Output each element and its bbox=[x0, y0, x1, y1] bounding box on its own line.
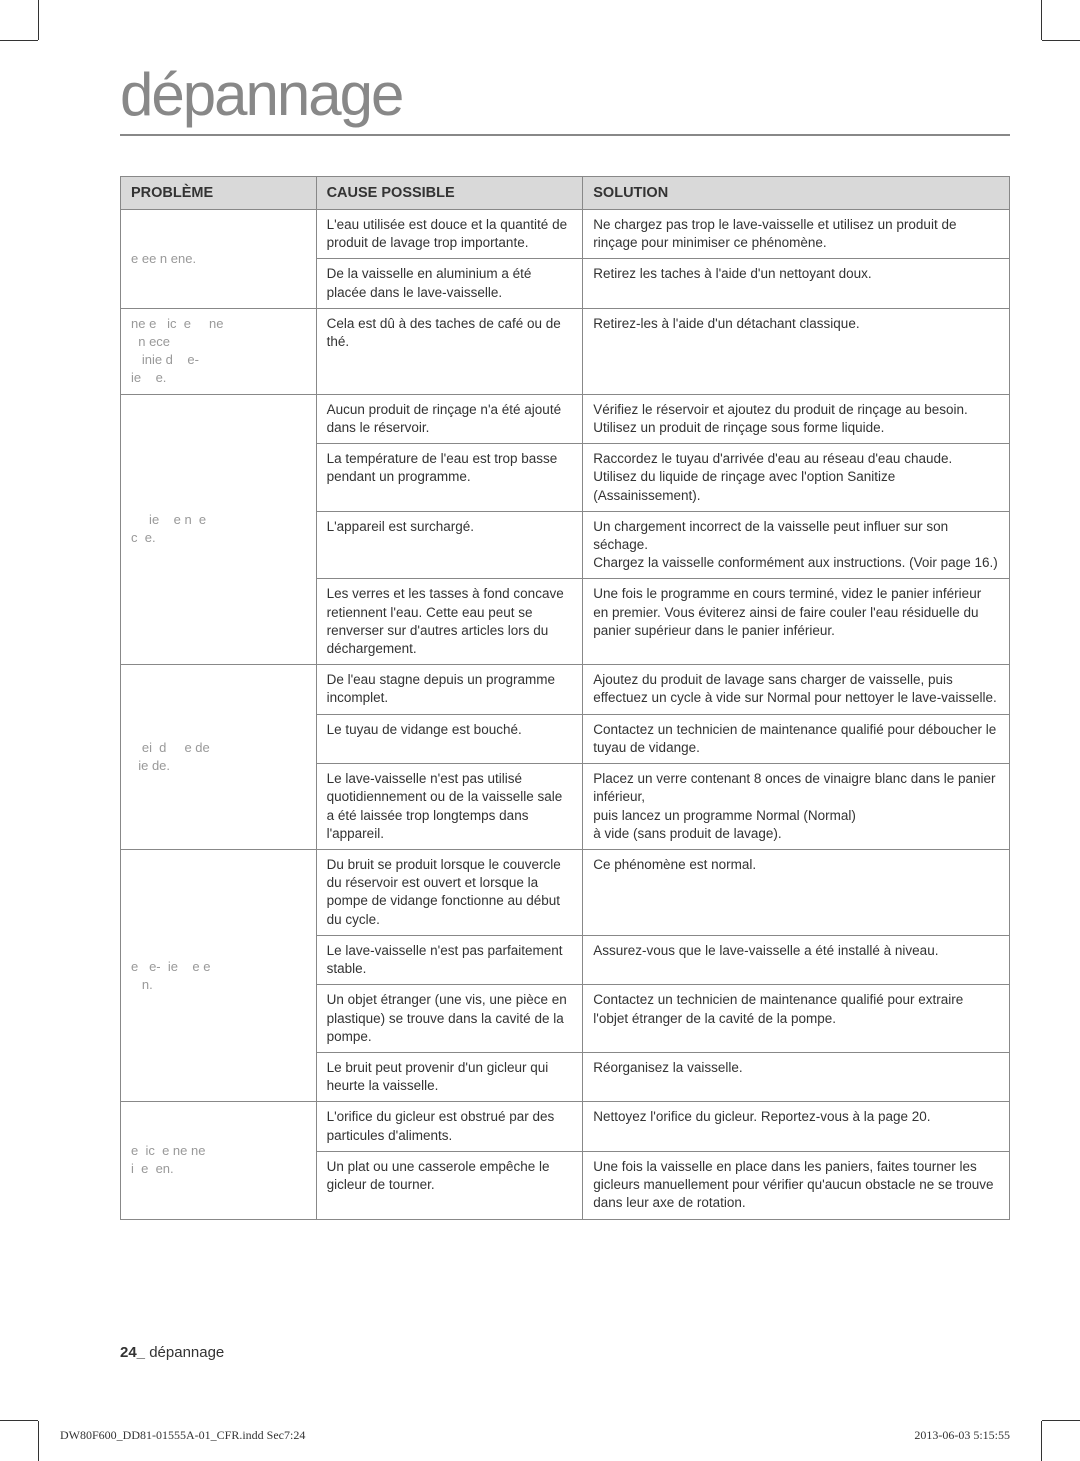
problem-cell: ei d e de ie de. bbox=[121, 665, 317, 850]
cause-cell: L'appareil est surchargé. bbox=[316, 511, 583, 579]
solution-cell: Ne chargez pas trop le lave-vaisselle et… bbox=[583, 210, 1010, 259]
cause-cell: Aucun produit de rinçage n'a été ajouté … bbox=[316, 394, 583, 443]
cause-cell: La température de l'eau est trop basse p… bbox=[316, 444, 583, 512]
table-row: e ic e ne ne i e en.L'orifice du gicleur… bbox=[121, 1102, 1010, 1151]
cause-cell: Cela est dû à des taches de café ou de t… bbox=[316, 308, 583, 394]
cause-cell: L'orifice du gicleur est obstrué par des… bbox=[316, 1102, 583, 1151]
header-cause: CAUSE POSSIBLE bbox=[316, 177, 583, 210]
cause-cell: Les verres et les tasses à fond concave … bbox=[316, 579, 583, 665]
cause-cell: De la vaisselle en aluminium a été placé… bbox=[316, 259, 583, 308]
solution-cell: Retirez les taches à l'aide d'un nettoya… bbox=[583, 259, 1010, 308]
header-probleme: PROBLÈME bbox=[121, 177, 317, 210]
solution-cell: Placez un verre contenant 8 onces de vin… bbox=[583, 764, 1010, 850]
problem-cell: e ic e ne ne i e en. bbox=[121, 1102, 317, 1219]
footer-time: 2013-06-03 5:15:55 bbox=[914, 1428, 1010, 1443]
table-row: ne e ic e ne n ece inie d e- ie e.Cela e… bbox=[121, 308, 1010, 394]
solution-cell: Assurez-vous que le lave-vaisselle a été… bbox=[583, 935, 1010, 984]
cause-cell: L'eau utilisée est douce et la quantité … bbox=[316, 210, 583, 259]
solution-cell: Une fois la vaisselle en place dans les … bbox=[583, 1151, 1010, 1219]
cause-cell: Le bruit peut provenir d'un gicleur qui … bbox=[316, 1052, 583, 1101]
table-header-row: PROBLÈME CAUSE POSSIBLE SOLUTION bbox=[121, 177, 1010, 210]
solution-cell: Un chargement incorrect de la vaisselle … bbox=[583, 511, 1010, 579]
footer-file: DW80F600_DD81-01555A-01_CFR.indd Sec7:24 bbox=[60, 1428, 305, 1443]
header-solution: SOLUTION bbox=[583, 177, 1010, 210]
solution-cell: Raccordez le tuyau d'arrivée d'eau au ré… bbox=[583, 444, 1010, 512]
solution-cell: Réorganisez la vaisselle. bbox=[583, 1052, 1010, 1101]
problem-cell: e e- ie e e n. bbox=[121, 850, 317, 1102]
solution-cell: Contactez un technicien de maintenance q… bbox=[583, 985, 1010, 1053]
problem-cell: e ee n ene. bbox=[121, 210, 317, 309]
cause-cell: Le lave-vaisselle n'est pas parfaitement… bbox=[316, 935, 583, 984]
footer-page-label: dépannage bbox=[145, 1344, 224, 1361]
table-row: e ee n ene.L'eau utilisée est douce et l… bbox=[121, 210, 1010, 259]
table-row: ie e n e c e.Aucun produit de rinçage n'… bbox=[121, 394, 1010, 443]
footer-page: 24_ dépannage bbox=[120, 1344, 224, 1361]
solution-cell: Contactez un technicien de maintenance q… bbox=[583, 714, 1010, 763]
troubleshooting-table: PROBLÈME CAUSE POSSIBLE SOLUTION e ee n … bbox=[120, 176, 1010, 1220]
page-title: dépannage bbox=[120, 60, 1010, 136]
cause-cell: Du bruit se produit lorsque le couvercle… bbox=[316, 850, 583, 936]
cause-cell: Le lave-vaisselle n'est pas utilisé quot… bbox=[316, 764, 583, 850]
solution-cell: Une fois le programme en cours terminé, … bbox=[583, 579, 1010, 665]
table-row: e e- ie e e n.Du bruit se produit lorsqu… bbox=[121, 850, 1010, 936]
cause-cell: Un objet étranger (une vis, une pièce en… bbox=[316, 985, 583, 1053]
footer-page-num: 24_ bbox=[120, 1344, 145, 1361]
cause-cell: Un plat ou une casserole empêche le gicl… bbox=[316, 1151, 583, 1219]
page-container: dépannage PROBLÈME CAUSE POSSIBLE SOLUTI… bbox=[0, 0, 1080, 1260]
solution-cell: Retirez-les à l'aide d'un détachant clas… bbox=[583, 308, 1010, 394]
solution-cell: Ajoutez du produit de lavage sans charge… bbox=[583, 665, 1010, 714]
table-row: ei d e de ie de.De l'eau stagne depuis u… bbox=[121, 665, 1010, 714]
solution-cell: Ce phénomène est normal. bbox=[583, 850, 1010, 936]
problem-cell: ie e n e c e. bbox=[121, 394, 317, 665]
solution-cell: Vérifiez le réservoir et ajoutez du prod… bbox=[583, 394, 1010, 443]
solution-cell: Nettoyez l'orifice du gicleur. Reportez-… bbox=[583, 1102, 1010, 1151]
problem-cell: ne e ic e ne n ece inie d e- ie e. bbox=[121, 308, 317, 394]
cause-cell: Le tuyau de vidange est bouché. bbox=[316, 714, 583, 763]
cause-cell: De l'eau stagne depuis un programme inco… bbox=[316, 665, 583, 714]
